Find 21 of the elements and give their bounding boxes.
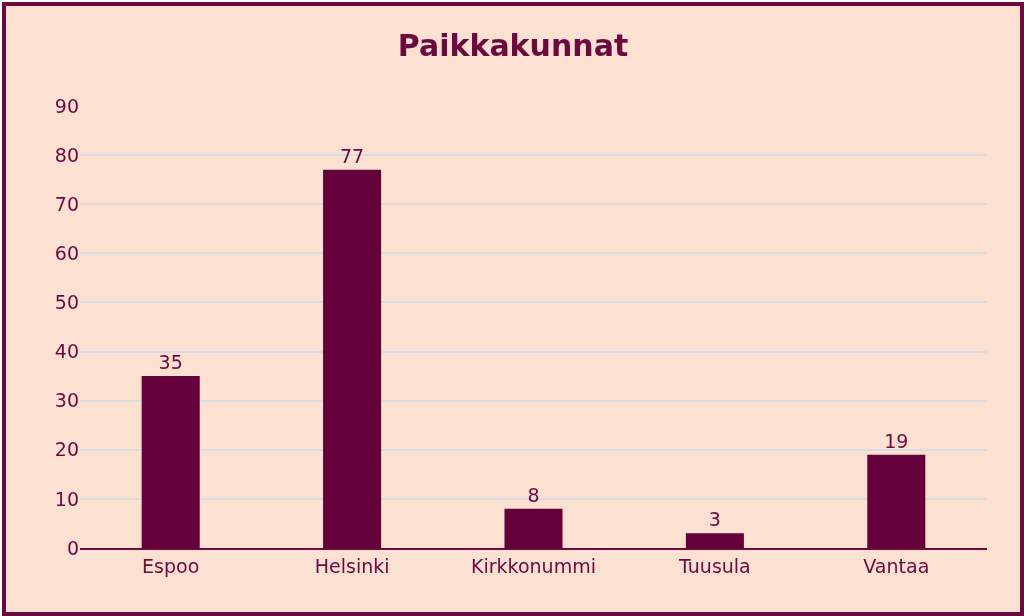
y-tick-label: 60 [54, 241, 79, 264]
y-tick-label: 20 [54, 438, 79, 461]
x-tick-label: Espoo [142, 554, 200, 577]
x-tick-label: Tuusula [678, 554, 751, 577]
data-label: 8 [527, 483, 540, 506]
data-label: 3 [708, 508, 721, 531]
x-tick-label: Helsinki [314, 554, 390, 577]
y-tick-label: 40 [54, 340, 79, 363]
y-tick-label: 90 [54, 94, 79, 117]
x-tick-label: Vantaa [863, 554, 930, 577]
y-tick-label: 30 [54, 389, 79, 412]
data-label: 19 [884, 429, 909, 452]
y-tick-label: 0 [66, 536, 79, 559]
chart-title: Paikkakunnat [397, 27, 629, 63]
y-tick-label: 10 [54, 487, 79, 510]
data-label: 35 [158, 351, 183, 374]
y-tick-label: 70 [54, 192, 79, 215]
data-label: 77 [340, 144, 365, 167]
y-tick-label: 50 [54, 291, 79, 314]
x-tick-label: Kirkkonummi [471, 554, 596, 577]
y-tick-label: 80 [54, 143, 79, 166]
